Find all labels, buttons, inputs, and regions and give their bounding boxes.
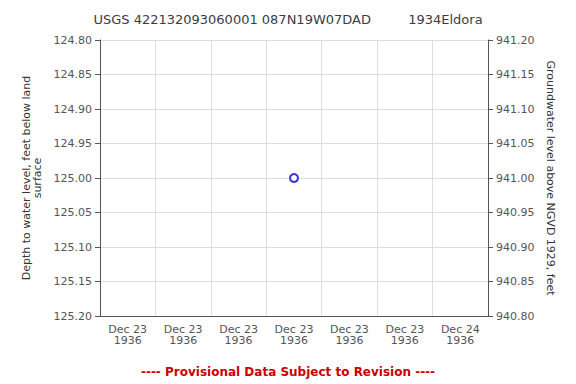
svg-text:125.00: 125.00 [54,172,93,185]
svg-text:941.20: 941.20 [496,34,535,47]
svg-text:124.90: 124.90 [54,103,93,116]
svg-text:surface: surface [31,157,44,198]
svg-text:941.00: 941.00 [496,172,535,185]
svg-text:1936: 1936 [280,334,308,347]
svg-text:Dec 23: Dec 23 [330,323,369,336]
svg-text:Dec 23: Dec 23 [385,323,425,336]
svg-text:124.80: 124.80 [54,34,93,47]
svg-text:USGS 422132093060001 087N19W07: USGS 422132093060001 087N19W07DAD 1934El… [93,12,482,27]
svg-text:940.80: 940.80 [496,310,535,323]
svg-text:941.15: 941.15 [496,68,535,81]
svg-text:Dec 23: Dec 23 [219,323,258,336]
svg-text:1936: 1936 [446,334,474,347]
svg-text:941.10: 941.10 [496,103,535,116]
svg-text:125.20: 125.20 [54,310,93,323]
svg-text:1936: 1936 [335,334,363,347]
svg-text:Depth to water level, feet bel: Depth to water level, feet below land [19,75,33,281]
svg-text:1936: 1936 [391,334,419,347]
svg-text:Dec 23: Dec 23 [108,323,148,336]
svg-text:1936: 1936 [114,334,142,347]
svg-text:1936: 1936 [225,334,253,347]
svg-text:940.85: 940.85 [496,275,535,288]
svg-text:124.95: 124.95 [54,137,93,150]
svg-text:940.90: 940.90 [496,241,535,254]
svg-text:Dec 23: Dec 23 [163,323,203,336]
svg-text:1936: 1936 [169,334,197,347]
svg-text:125.10: 125.10 [54,241,93,254]
svg-text:940.95: 940.95 [496,206,535,219]
svg-text:Dec 24: Dec 24 [440,323,480,336]
svg-text:Groundwater level above NGVD 1: Groundwater level above NGVD 1929, feet [544,60,557,296]
svg-text:941.05: 941.05 [496,137,535,150]
svg-text:125.15: 125.15 [54,275,93,288]
svg-text:---- Provisional Data Subject: ---- Provisional Data Subject to Revisio… [141,365,435,379]
svg-text:124.85: 124.85 [54,68,93,81]
svg-text:Dec 23: Dec 23 [274,323,314,336]
svg-text:125.05: 125.05 [54,206,93,219]
